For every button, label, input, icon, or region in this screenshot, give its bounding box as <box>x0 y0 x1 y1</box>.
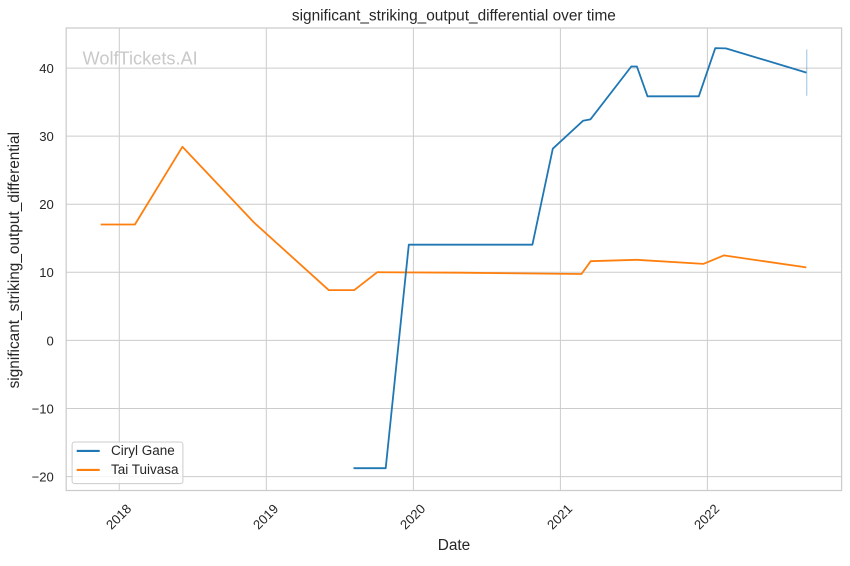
svg-text:20: 20 <box>39 197 54 212</box>
svg-text:Ciryl Gane: Ciryl Gane <box>111 443 175 458</box>
svg-text:30: 30 <box>39 129 54 144</box>
svg-text:0: 0 <box>47 333 54 348</box>
svg-text:40: 40 <box>39 61 54 76</box>
svg-text:Date: Date <box>438 537 471 554</box>
svg-text:significant_striking_output_di: significant_striking_output_differential <box>6 132 23 388</box>
svg-text:10: 10 <box>39 265 54 280</box>
svg-text:Tai Tuivasa: Tai Tuivasa <box>111 462 179 477</box>
svg-text:significant_striking_output_di: significant_striking_output_differential… <box>292 7 616 24</box>
svg-text:WolfTickets.AI: WolfTickets.AI <box>83 49 198 69</box>
svg-text:−20: −20 <box>32 470 54 485</box>
svg-text:−10: −10 <box>32 401 54 416</box>
